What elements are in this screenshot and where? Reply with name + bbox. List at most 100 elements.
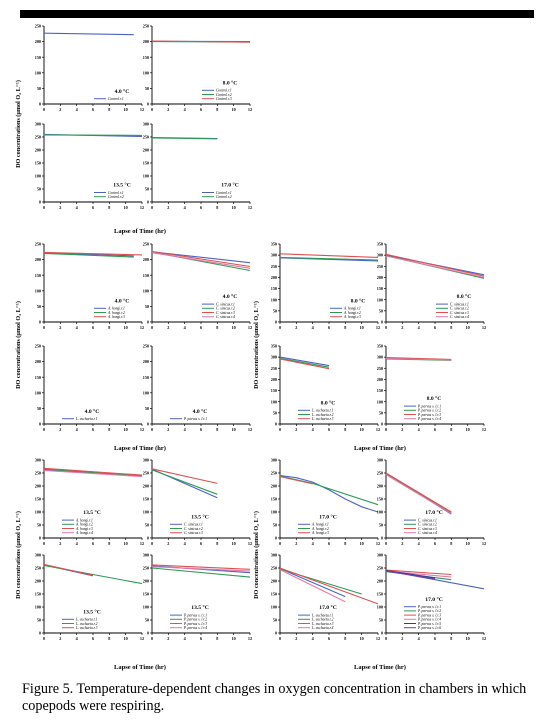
x-tick-label: 8: [344, 636, 346, 641]
x-tick-label: 12: [248, 107, 252, 112]
legend-entry: A. hongi.r.2: [311, 527, 329, 531]
y-tick-label: 350: [271, 344, 277, 349]
x-axis-title: Lapse of Time (hr): [354, 664, 406, 671]
x-tick-label: 10: [124, 541, 128, 546]
series-line: [279, 476, 313, 485]
x-tick-label: 8: [450, 636, 452, 641]
series-line: [151, 250, 251, 268]
x-tick-label: 10: [232, 205, 236, 210]
x-tick-label: 6: [434, 427, 436, 432]
legend-entry: C. sinicus.r.1: [216, 302, 235, 306]
temperature-label: 8.0 °C: [427, 395, 442, 402]
temperature-label: 17.0 °C: [319, 513, 336, 520]
legend-entry: C. sinicus.r.3: [216, 311, 235, 315]
x-tick-label: 0: [385, 636, 387, 641]
y-tick-label: 150: [35, 161, 41, 166]
y-tick-label: 350: [377, 242, 383, 247]
y-tick-label: 100: [35, 390, 41, 395]
x-tick-label: 6: [92, 325, 94, 330]
y-tick-label: 50: [145, 187, 149, 192]
x-tick-label: 0: [385, 325, 387, 330]
temperature-label: 13.5 °C: [83, 608, 100, 615]
y-tick-label: 250: [35, 566, 41, 571]
x-tick-label: 6: [328, 427, 330, 432]
y-tick-label: 300: [143, 122, 149, 127]
y-tick-label: 200: [143, 579, 149, 584]
x-tick-label: 8: [216, 636, 218, 641]
y-tick-label: 0: [275, 320, 277, 325]
legend-entry: C. sinicus.r.1: [418, 518, 437, 522]
legend-entry: P. parvus s. l.r.4: [183, 626, 207, 630]
temperature-label: 13.5 °C: [113, 182, 130, 189]
y-tick-label: 100: [35, 288, 41, 293]
x-tick-label: 10: [232, 636, 236, 641]
x-tick-label: 4: [184, 325, 187, 330]
x-tick-label: 2: [167, 541, 169, 546]
x-tick-label: 0: [43, 325, 45, 330]
x-tick-label: 8: [216, 541, 218, 546]
x-tick-label: 6: [92, 107, 94, 112]
legend-entry: C. sinicus.r.3: [184, 531, 203, 535]
x-tick-label: 2: [401, 636, 403, 641]
x-tick-label: 0: [43, 541, 45, 546]
y-tick-label: 150: [377, 388, 383, 393]
legend-entry: A. hongi.r.3: [107, 315, 125, 319]
legend-entry: A. hongi.r.3: [343, 315, 361, 319]
y-tick-label: 200: [35, 148, 41, 153]
y-tick-label: 50: [145, 304, 149, 309]
y-tick-label: 300: [271, 355, 277, 360]
y-tick-label: 150: [35, 375, 41, 380]
temperature-label: 13.5 °C: [83, 509, 100, 516]
y-tick-label: 200: [143, 39, 149, 44]
temperature-label: 4.0 °C: [115, 88, 130, 95]
x-tick-label: 10: [360, 427, 364, 432]
x-tick-label: 8: [108, 205, 110, 210]
x-tick-label: 6: [92, 636, 94, 641]
y-tick-label: 350: [377, 344, 383, 349]
y-tick-label: 0: [381, 631, 383, 636]
y-tick-label: 250: [271, 471, 277, 476]
temperature-label: 4.0 °C: [223, 293, 238, 300]
legend-entry: C. sinicus.r.1: [184, 523, 203, 527]
y-tick-label: 0: [39, 536, 41, 541]
y-tick-label: 250: [143, 344, 149, 349]
x-tick-label: 12: [140, 427, 144, 432]
temperature-label: 8.0 °C: [457, 293, 472, 300]
x-tick-label: 8: [108, 427, 110, 432]
y-tick-label: 250: [377, 566, 383, 571]
legend-entry: Control.r.3: [216, 97, 232, 101]
y-tick-label: 300: [35, 553, 41, 558]
x-tick-label: 4: [76, 636, 79, 641]
x-tick-label: 10: [466, 541, 470, 546]
legend-entry: C. sinicus.r.1: [450, 302, 469, 306]
series-line: [385, 570, 436, 580]
y-tick-label: 0: [275, 631, 277, 636]
x-tick-label: 10: [466, 427, 470, 432]
y-tick-label: 50: [273, 618, 277, 623]
x-tick-label: 2: [59, 636, 61, 641]
legend-entry: A. hongi.r.2: [75, 523, 93, 527]
y-tick-label: 50: [273, 523, 277, 528]
y-tick-label: 100: [143, 390, 149, 395]
x-tick-label: 10: [360, 541, 364, 546]
series-line: [279, 567, 346, 598]
y-tick-label: 150: [35, 592, 41, 597]
legend-entry: P. parvus s. l.r.6: [417, 626, 441, 630]
y-tick-label: 0: [381, 320, 383, 325]
y-tick-label: 150: [271, 592, 277, 597]
y-tick-label: 200: [271, 275, 277, 280]
x-tick-label: 2: [167, 636, 169, 641]
x-tick-label: 8: [450, 541, 452, 546]
y-tick-label: 200: [143, 148, 149, 153]
y-tick-label: 50: [273, 308, 277, 313]
legend-entry: P. parvus s. l.r.4: [417, 618, 441, 622]
legend-entry: P. parvus s. l.r.3: [417, 413, 441, 417]
x-tick-label: 8: [108, 325, 110, 330]
x-tick-label: 10: [232, 427, 236, 432]
legend-entry: L. euchaeta.r.4: [311, 626, 334, 630]
y-tick-label: 0: [275, 422, 277, 427]
temperature-label: 4.0 °C: [115, 297, 130, 304]
x-tick-label: 0: [151, 636, 153, 641]
series-line: [151, 40, 251, 43]
